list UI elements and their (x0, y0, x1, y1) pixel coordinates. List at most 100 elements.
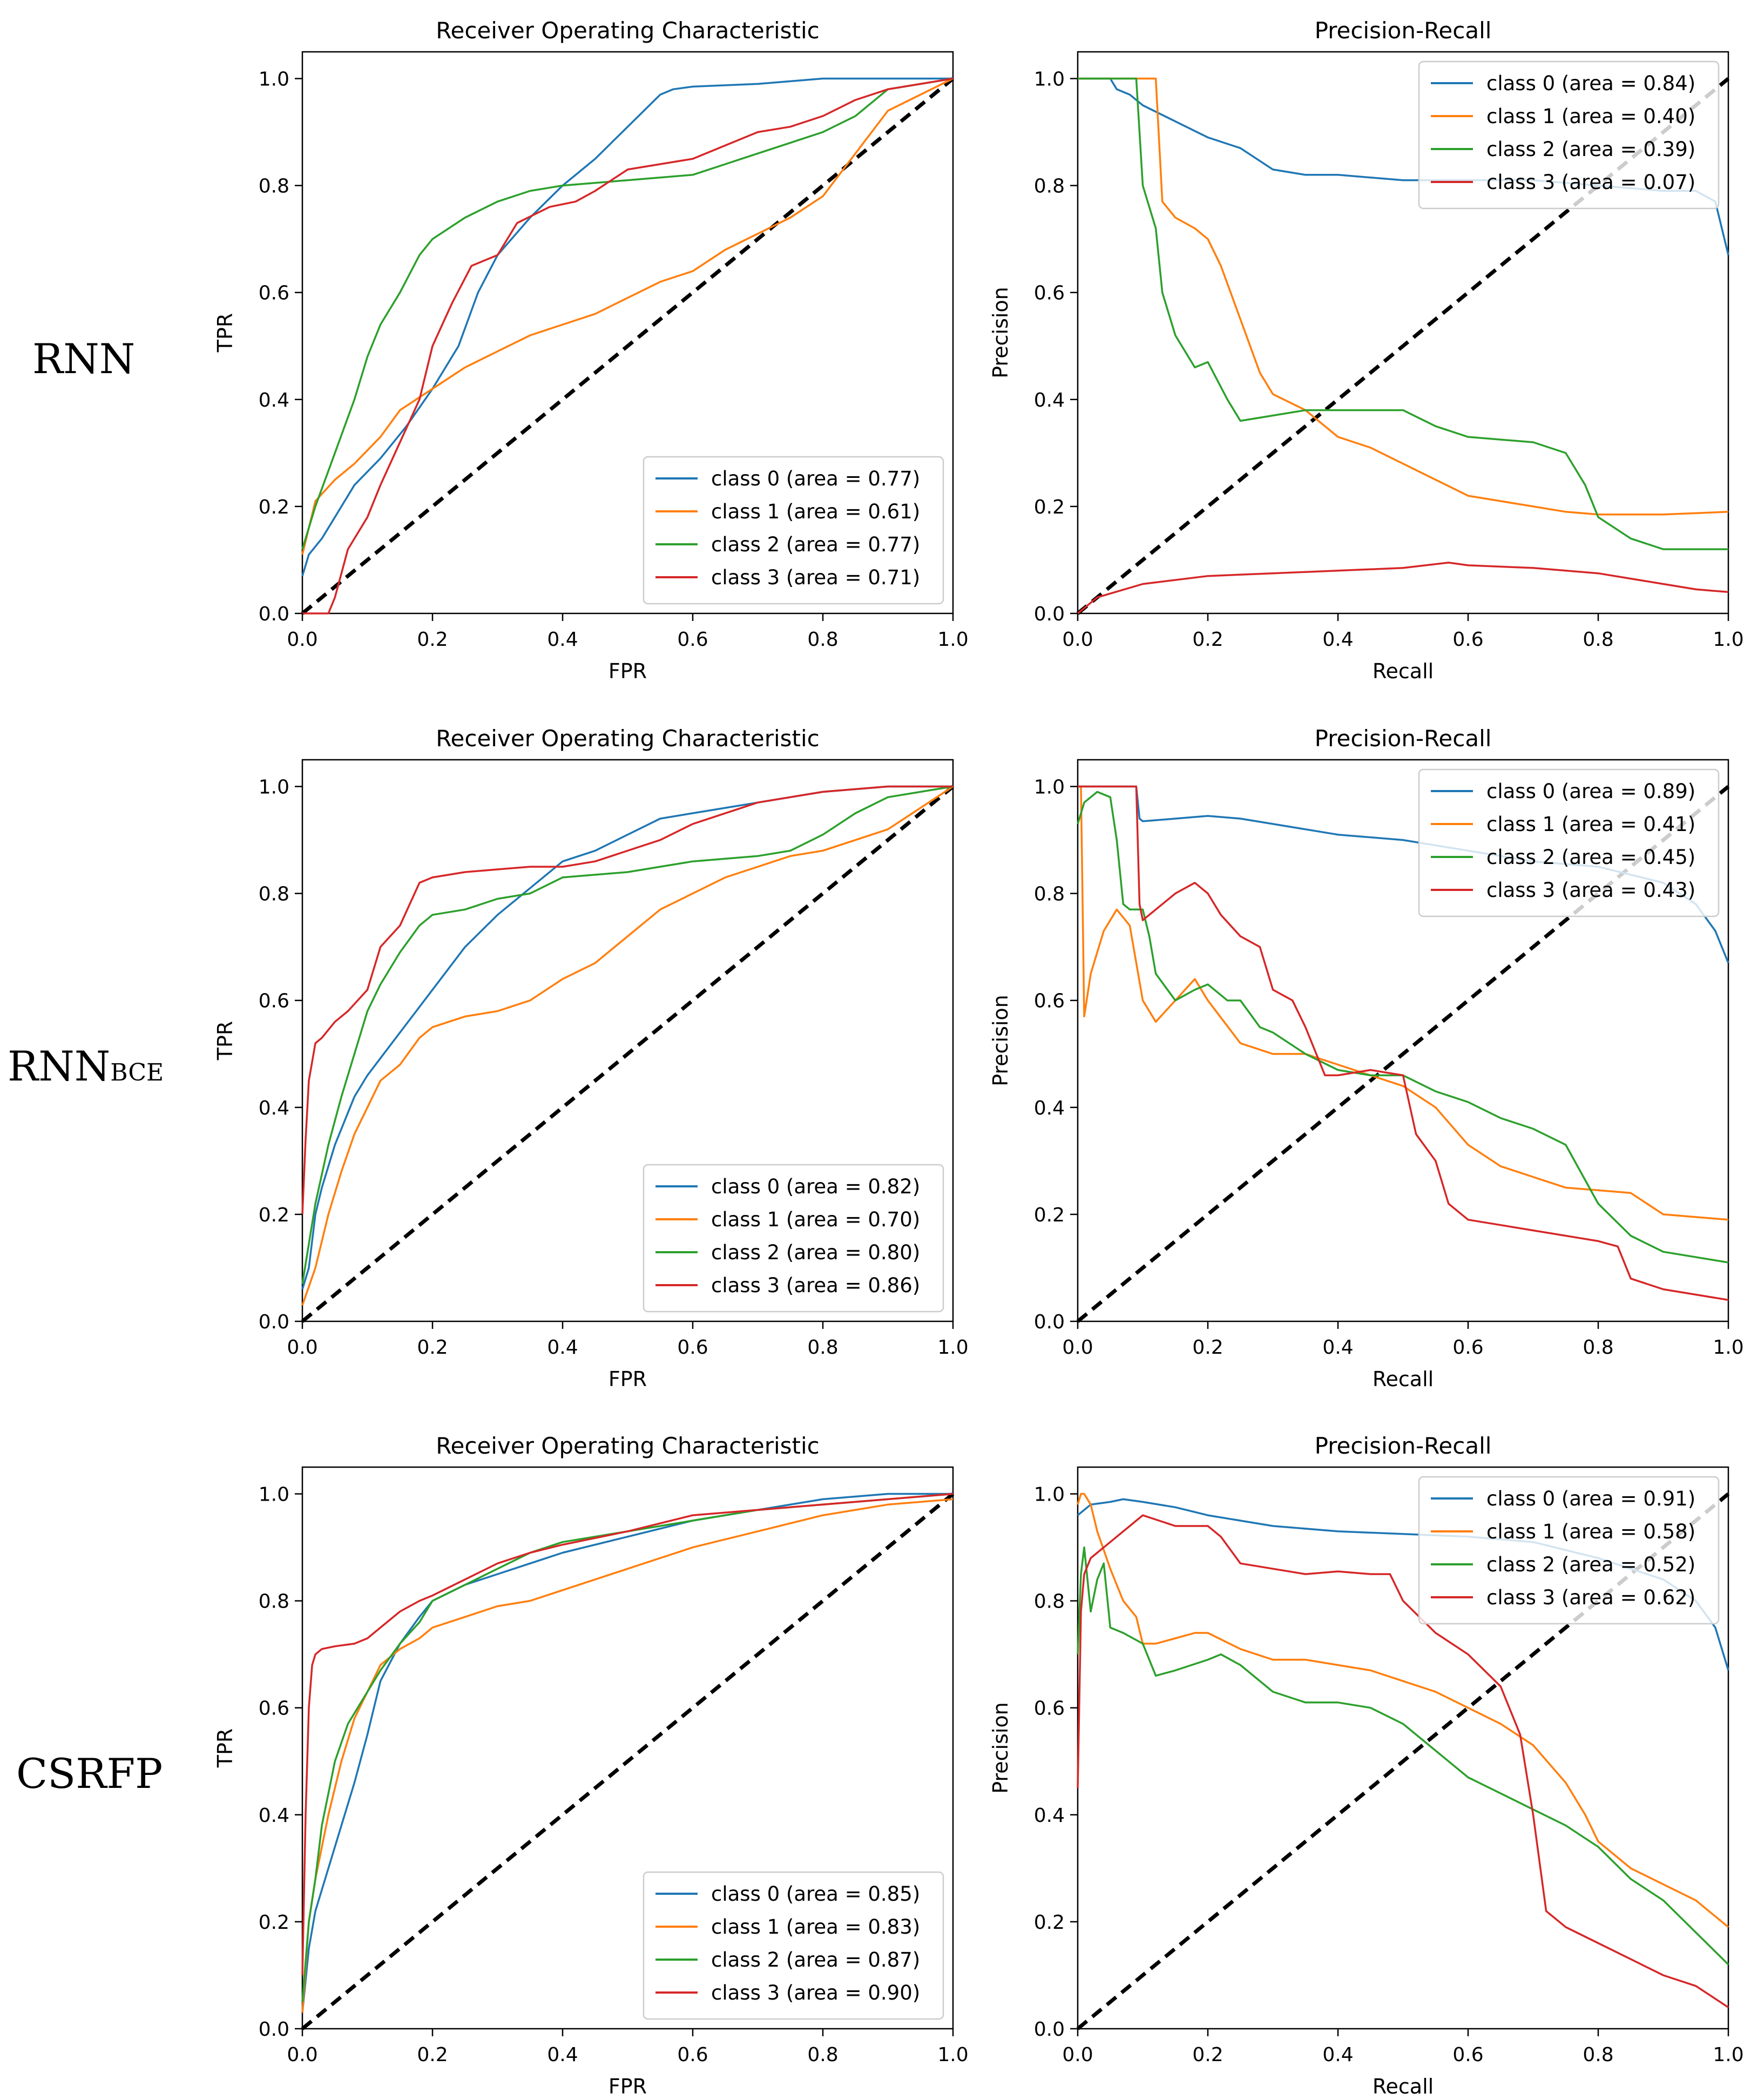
y-tick-label: 0.6 (259, 282, 289, 305)
series-line-class-3 (1077, 562, 1729, 615)
y-tick-label: 0.6 (259, 1698, 289, 1720)
x-tick-label: 1.0 (937, 629, 968, 651)
x-tick-label: 0.0 (1062, 1336, 1093, 1359)
chart-title: Precision-Recall (1315, 17, 1492, 44)
x-tick-label: 0.2 (417, 1336, 448, 1359)
series-line-class-3 (301, 1493, 954, 1976)
legend-entry-class-3: class 3 (area = 0.62) (1486, 1586, 1695, 1609)
series-line-class-3 (302, 77, 954, 615)
x-tick-label: 1.0 (937, 1336, 968, 1359)
x-tick-label: 0.8 (807, 1336, 838, 1359)
x-tick-label: 0.0 (1062, 629, 1093, 651)
y-tick-label: 0.8 (1034, 883, 1065, 906)
x-axis-label: FPR (609, 659, 647, 683)
chart-title: Receiver Operating Characteristic (436, 725, 820, 752)
row-label-main: RNN (32, 335, 136, 383)
row-label-main: CSRFP (16, 1750, 163, 1798)
y-tick-label: 1.0 (259, 69, 289, 91)
legend-entry-class-3: class 3 (area = 0.86) (711, 1274, 920, 1297)
x-tick-label: 0.6 (677, 629, 708, 651)
x-tick-label: 0.4 (1322, 2044, 1353, 2066)
row-label-main: RNN (8, 1042, 111, 1090)
x-tick-label: 0.8 (807, 629, 838, 651)
x-tick-label: 1.0 (1713, 629, 1743, 651)
x-tick-label: 0.0 (287, 1336, 317, 1359)
x-tick-label: 0.6 (1452, 2044, 1483, 2066)
series-line-class-2 (301, 1493, 954, 2002)
chart-panel-2: 0.0 0.2 0.4 0.6 0.8 1.0 0.0 0.2 0.4 0.6 0.8 1.0 Rece… (213, 725, 969, 1391)
chart-title: Receiver Operating Characteristic (436, 17, 820, 44)
legend-entry-class-1: class 1 (area = 0.83) (711, 1915, 920, 1939)
y-tick-label: 0.0 (1034, 603, 1065, 625)
x-tick-label: 0.4 (1322, 629, 1353, 651)
chart-title: Precision-Recall (1315, 725, 1492, 752)
legend-entry-class-0: class 0 (area = 0.77) (711, 467, 920, 490)
x-tick-label: 0.8 (807, 2044, 838, 2066)
series-line-class-1 (301, 1498, 954, 2013)
legend-entry-class-2: class 2 (area = 0.45) (1486, 846, 1695, 869)
series-line-class-3 (1078, 785, 1729, 1301)
y-tick-label: 0.4 (1034, 389, 1065, 411)
y-tick-label: 1.0 (259, 776, 289, 799)
legend-entry-class-2: class 2 (area = 0.77) (711, 533, 920, 556)
x-tick-label: 0.2 (1192, 1336, 1223, 1359)
y-tick-label: 0.2 (1034, 1912, 1065, 1934)
y-tick-label: 0.0 (259, 2018, 289, 2041)
x-tick-label: 0.6 (677, 2044, 708, 2066)
y-tick-label: 0.0 (1034, 1311, 1065, 1333)
chart-title: Receiver Operating Characteristic (436, 1433, 820, 1459)
chart-panel-4: 0.0 0.2 0.4 0.6 0.8 1.0 0.0 0.2 0.4 0.6 0.8 1.0 Rece… (213, 1433, 969, 2098)
chart-panel-5: 0.0 0.2 0.4 0.6 0.8 1.0 0.0 0.2 0.4 0.6 0.8 1.0 Prec… (989, 1433, 1744, 2098)
legend-box (1418, 768, 1720, 917)
x-tick-label: 0.2 (417, 2044, 448, 2066)
legend-box (643, 456, 944, 605)
legend-box (643, 1164, 944, 1313)
series-line-class-2 (1077, 1546, 1729, 1966)
x-tick-label: 0.6 (1452, 629, 1483, 651)
x-tick-label: 0.4 (547, 629, 578, 651)
x-tick-label: 1.0 (1713, 1336, 1743, 1359)
legend-box (1418, 1476, 1720, 1625)
chart-panel-3: 0.0 0.2 0.4 0.6 0.8 1.0 0.0 0.2 0.4 0.6 0.8 1.0 Prec… (989, 725, 1744, 1391)
y-tick-label: 0.0 (259, 603, 289, 625)
x-tick-label: 0.8 (1583, 1336, 1613, 1359)
x-tick-label: 0.4 (547, 1336, 578, 1359)
x-axis-label: Recall (1373, 2075, 1434, 2097)
legend-entry-class-3: class 3 (area = 0.07) (1486, 171, 1695, 194)
series-line-class-1 (301, 786, 954, 1306)
legend-entry-class-1: class 1 (area = 0.41) (1486, 813, 1695, 836)
series-line-class-2 (1077, 791, 1729, 1264)
legend: class 0 (area = 0.85) class 1 (area = 0.8… (643, 1871, 944, 2020)
y-axis-label: TPR (213, 1021, 237, 1061)
x-axis-label: Recall (1373, 659, 1434, 683)
legend-entry-class-2: class 2 (area = 0.80) (711, 1241, 920, 1264)
series-line-class-1 (1078, 785, 1729, 1221)
legend-entry-class-2: class 2 (area = 0.39) (1486, 138, 1695, 161)
legend-entry-class-0: class 0 (area = 0.85) (711, 1882, 920, 1906)
series-line-class-2 (1078, 77, 1728, 550)
y-tick-label: 0.8 (259, 883, 289, 906)
legend-entry-class-2: class 2 (area = 0.52) (1486, 1553, 1695, 1576)
chart-title: Precision-Recall (1315, 1433, 1492, 1459)
legend-entry-class-0: class 0 (area = 0.89) (1486, 780, 1695, 803)
series-line-class-2 (301, 77, 954, 550)
x-tick-label: 0.8 (1583, 629, 1613, 651)
legend-entry-class-1: class 1 (area = 0.70) (711, 1208, 920, 1231)
legend-entry-class-3: class 3 (area = 0.90) (711, 1981, 920, 2004)
y-tick-label: 0.6 (1034, 1698, 1065, 1720)
y-tick-label: 1.0 (1034, 1484, 1065, 1506)
y-axis-label: TPR (213, 1728, 237, 1768)
y-tick-label: 0.4 (1034, 1805, 1065, 1827)
series-line-class-0 (301, 77, 953, 577)
y-tick-label: 0.8 (1034, 1591, 1065, 1613)
y-tick-label: 0.2 (1034, 1204, 1065, 1226)
x-tick-label: 0.6 (677, 1336, 708, 1359)
x-axis-label: FPR (609, 2075, 647, 2097)
legend-entry-class-1: class 1 (area = 0.40) (1486, 105, 1695, 128)
y-tick-label: 0.4 (259, 1805, 289, 1827)
x-tick-label: 0.0 (1062, 2044, 1093, 2066)
y-tick-label: 1.0 (1034, 776, 1065, 799)
series-line-class-1 (301, 77, 954, 555)
y-tick-label: 0.0 (1034, 2018, 1065, 2041)
